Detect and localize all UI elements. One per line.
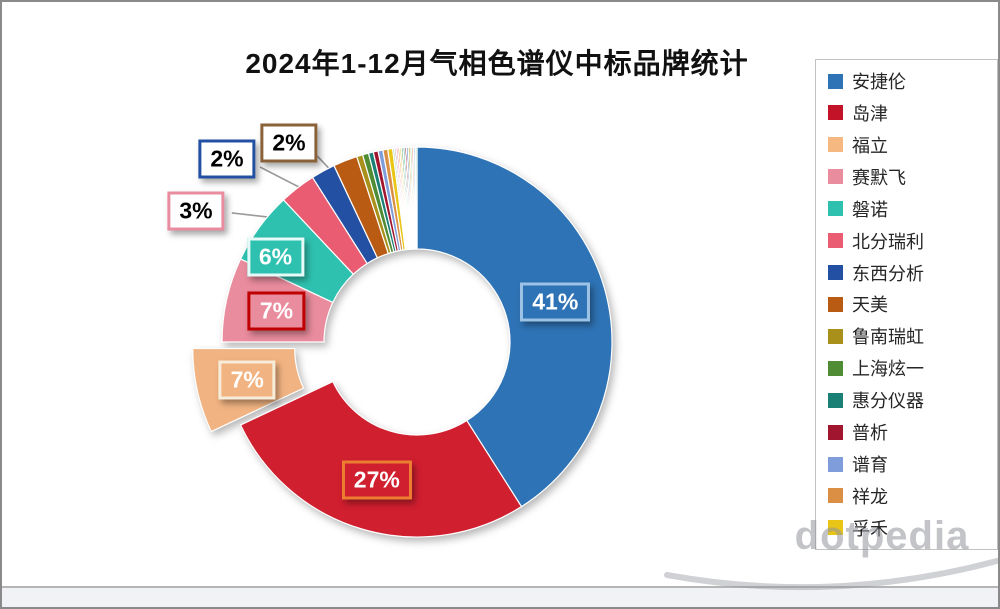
legend-item-上海炫一: 上海炫一 xyxy=(828,355,991,381)
legend-swatch-icon xyxy=(828,520,843,536)
legend-swatch-icon xyxy=(828,392,843,408)
legend-swatch-icon xyxy=(828,201,843,217)
legend-label: 福立 xyxy=(852,135,888,156)
legend-label: 孚禾 xyxy=(852,518,888,539)
legend-label: 普析 xyxy=(852,423,888,444)
legend-item-孚禾: 孚禾 xyxy=(828,515,991,541)
legend-swatch-icon xyxy=(828,488,843,504)
legend-label: 东西分析 xyxy=(852,263,924,284)
legend-swatch-icon xyxy=(828,296,843,312)
legend-item-磐诺: 磐诺 xyxy=(828,196,991,222)
legend-item-天美: 天美 xyxy=(828,291,991,317)
legend-label: 谱育 xyxy=(852,455,888,476)
legend-swatch-icon xyxy=(828,265,843,281)
pct-label-赛默飞: 7% xyxy=(247,291,306,331)
legend-swatch-icon xyxy=(828,424,843,440)
legend-swatch-icon xyxy=(828,328,843,344)
chart-legend: 安捷伦岛津福立赛默飞磐诺北分瑞利东西分析天美鲁南瑞虹上海炫一惠分仪器普析谱育祥龙… xyxy=(815,59,998,550)
legend-item-普析: 普析 xyxy=(828,419,991,445)
legend-item-鲁南瑞虹: 鲁南瑞虹 xyxy=(828,323,991,349)
pct-label-东西分析: 2% xyxy=(198,139,256,179)
legend-item-安捷伦: 安捷伦 xyxy=(828,68,991,94)
legend-item-东西分析: 东西分析 xyxy=(828,260,991,286)
legend-label: 磐诺 xyxy=(852,199,888,220)
legend-item-谱育: 谱育 xyxy=(828,451,991,477)
donut-slice xyxy=(414,146,418,250)
legend-label: 岛津 xyxy=(852,103,888,124)
donut-slice-安捷伦 xyxy=(416,146,613,508)
legend-label: 上海炫一 xyxy=(852,359,924,380)
bottom-divider xyxy=(2,586,998,588)
bottom-band xyxy=(2,588,998,607)
chart-title: 2024年1-12月气相色谱仪中标品牌统计 xyxy=(245,48,749,79)
donut-slice-岛津 xyxy=(239,380,523,538)
legend-swatch-icon xyxy=(828,456,843,472)
pct-label-安捷伦: 41% xyxy=(520,282,591,322)
legend-label: 安捷伦 xyxy=(852,72,906,92)
legend-label: 赛默飞 xyxy=(852,167,906,188)
legend-swatch-icon xyxy=(828,105,843,121)
legend-swatch-icon xyxy=(828,137,843,153)
legend-label: 天美 xyxy=(852,295,888,316)
legend-swatch-icon xyxy=(828,169,843,185)
legend-swatch-icon xyxy=(828,360,843,376)
legend-item-祥龙: 祥龙 xyxy=(828,483,991,509)
pct-label-磐诺: 6% xyxy=(246,237,305,277)
pct-label-北分瑞利: 3% xyxy=(167,191,225,231)
pct-label-岛津: 27% xyxy=(341,460,412,500)
legend-swatch-icon xyxy=(828,233,843,249)
legend-label: 鲁南瑞虹 xyxy=(852,327,924,348)
legend-item-赛默飞: 赛默飞 xyxy=(828,164,991,190)
pct-label-福立: 7% xyxy=(218,360,276,400)
legend-label: 惠分仪器 xyxy=(852,391,924,412)
legend-item-惠分仪器: 惠分仪器 xyxy=(828,387,991,413)
legend-item-岛津: 岛津 xyxy=(828,100,991,126)
pct-label-天美: 2% xyxy=(260,123,318,163)
legend-label: 祥龙 xyxy=(852,486,888,507)
legend-item-福立: 福立 xyxy=(828,132,991,158)
legend-item-北分瑞利: 北分瑞利 xyxy=(828,228,991,254)
legend-swatch-icon xyxy=(828,73,843,89)
legend-label: 北分瑞利 xyxy=(852,231,924,252)
